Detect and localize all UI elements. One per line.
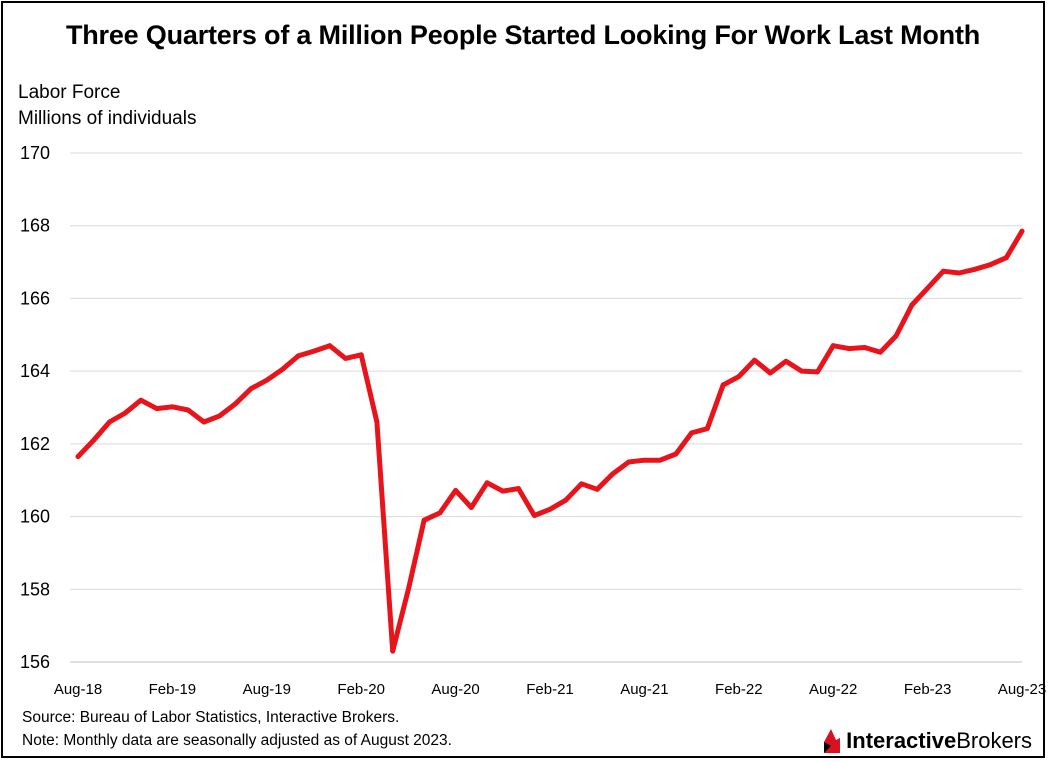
data-point [563,497,569,503]
data-point [453,487,458,493]
data-point [390,648,396,654]
data-point [846,346,852,352]
data-point [1019,228,1025,234]
y-tick-label: 162 [20,434,50,454]
data-point [610,471,616,477]
data-point [91,437,97,443]
data-point [248,386,254,391]
brand-name-interactive: Interactive [846,728,957,753]
data-point [642,457,647,463]
brand-name-brokers: Brokers [956,728,1032,753]
data-point [374,419,380,425]
data-point [154,406,160,411]
data-point [311,348,317,354]
y-tick-labels: 156 158 160 162 164 166 168 170 [20,143,50,672]
brokers-logo-icon [824,729,841,753]
data-point [972,266,978,272]
data-point [799,368,805,374]
data-point [107,419,112,425]
y-tick-label: 164 [20,361,50,381]
x-tick-label: Feb-22 [715,681,763,698]
data-point [358,352,364,358]
data-point [327,343,333,349]
data-point [516,486,521,491]
x-tick-label: Feb-19 [149,681,197,698]
data-point [406,586,411,592]
gridlines [70,152,1022,663]
data-point [878,349,883,355]
x-tick-label: Aug-19 [243,681,291,698]
x-tick-labels: Aug-18 Feb-19 Aug-19 Feb-20 Aug-20 Feb-21 Aug-… [54,681,1046,698]
y-tick-label: 156 [20,652,50,672]
data-point [170,404,175,410]
interactive-brokers-logo: Interactive Brokers [822,728,1032,754]
data-point [185,407,191,413]
data-point [626,459,632,465]
data-point [689,430,694,436]
data-point [925,285,930,291]
x-tick-label: Feb-21 [526,681,574,698]
data-point [830,343,836,349]
data-point [421,517,427,523]
data-point [500,488,506,494]
data-point [940,268,946,274]
data-point [956,270,962,276]
data-point [988,262,993,268]
data-point [594,486,600,492]
data-point [862,345,868,350]
y-tick-label: 160 [20,507,50,527]
x-tick-label: Feb-20 [337,681,385,698]
data-point [657,457,663,463]
data-point [295,353,301,359]
data-point [217,413,223,419]
data-point [468,505,474,510]
data-point [909,302,915,308]
x-tick-label: Aug-21 [620,681,668,698]
data-point [752,357,757,363]
data-point [232,401,238,407]
x-tick-label: Aug-23 [998,681,1046,698]
y-tick-label: 158 [20,579,50,599]
source-note: Source: Bureau of Labor Statistics, Inte… [22,709,400,726]
data-point [547,506,553,512]
data-point [767,370,773,376]
data-point [280,366,285,372]
y-tick-label: 168 [20,216,50,236]
x-tick-label: Aug-18 [54,681,102,698]
labor-force-line [75,228,1025,654]
x-tick-label: Aug-22 [809,681,857,698]
data-point [815,369,820,375]
y-tick-label: 170 [20,143,50,163]
data-points [75,228,1025,654]
x-tick-label: Aug-20 [431,681,479,698]
data-point [1003,255,1009,261]
data-point [673,451,679,457]
x-tick-label: Feb-23 [904,681,952,698]
data-point [893,333,899,339]
data-point [531,513,537,518]
data-point [704,426,710,431]
data-point [264,377,270,383]
data-point [201,419,207,425]
data-point [783,358,789,364]
y-axis-label: Labor Force [18,82,121,103]
data-point [138,397,144,403]
data-point [122,410,128,416]
data-point [484,480,490,486]
data-point [720,382,726,388]
data-point [736,374,742,379]
y-axis-unit: Millions of individuals [18,108,197,129]
data-point [437,510,443,516]
y-tick-label: 166 [20,288,50,308]
chart-title: Three Quarters of a Million People Start… [65,20,981,50]
data-point [579,481,584,487]
seasonal-note: Note: Monthly data are seasonally adjust… [22,732,452,749]
data-point [75,454,81,459]
data-point [343,356,348,361]
